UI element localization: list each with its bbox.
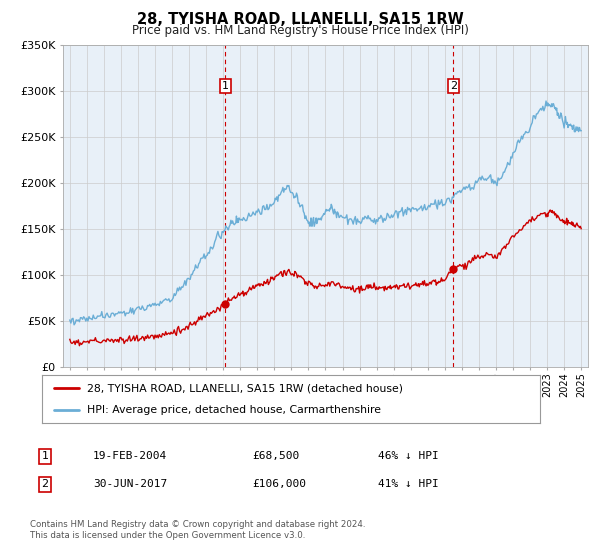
Text: 41% ↓ HPI: 41% ↓ HPI [378,479,439,489]
Text: This data is licensed under the Open Government Licence v3.0.: This data is licensed under the Open Gov… [30,531,305,540]
Text: 28, TYISHA ROAD, LLANELLI, SA15 1RW: 28, TYISHA ROAD, LLANELLI, SA15 1RW [137,12,463,27]
Text: 2: 2 [41,479,49,489]
Text: 1: 1 [222,81,229,91]
Text: 19-FEB-2004: 19-FEB-2004 [93,451,167,461]
Text: 28, TYISHA ROAD, LLANELLI, SA15 1RW (detached house): 28, TYISHA ROAD, LLANELLI, SA15 1RW (det… [87,383,403,393]
Text: 2: 2 [450,81,457,91]
Text: Contains HM Land Registry data © Crown copyright and database right 2024.: Contains HM Land Registry data © Crown c… [30,520,365,529]
Text: £68,500: £68,500 [252,451,299,461]
Text: 1: 1 [41,451,49,461]
Text: £106,000: £106,000 [252,479,306,489]
Text: Price paid vs. HM Land Registry's House Price Index (HPI): Price paid vs. HM Land Registry's House … [131,24,469,37]
Text: 30-JUN-2017: 30-JUN-2017 [93,479,167,489]
Text: HPI: Average price, detached house, Carmarthenshire: HPI: Average price, detached house, Carm… [87,405,381,415]
Text: 46% ↓ HPI: 46% ↓ HPI [378,451,439,461]
